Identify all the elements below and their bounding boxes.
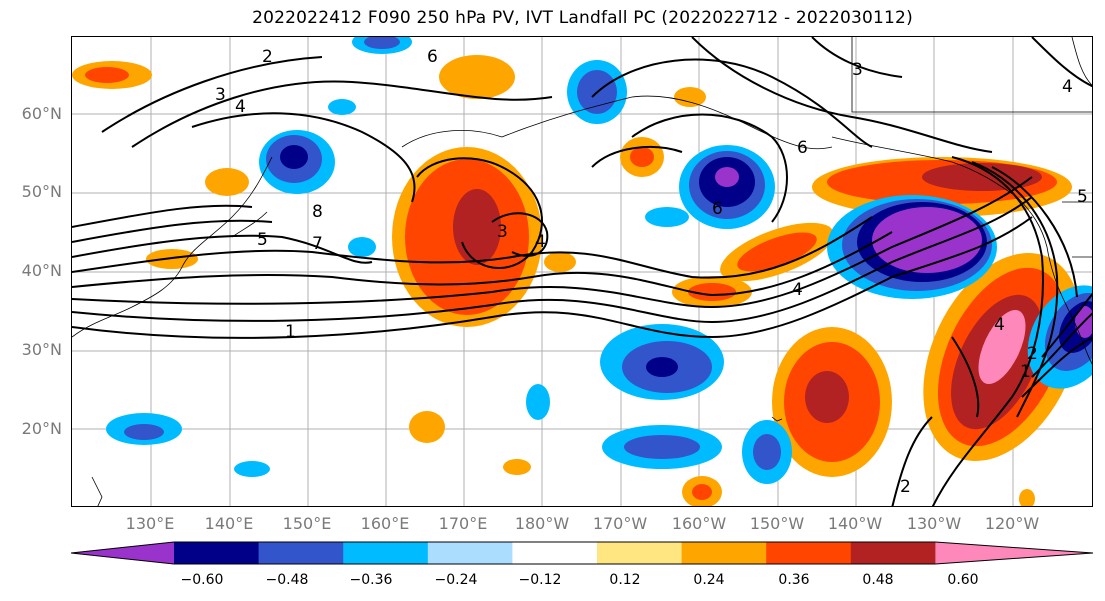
- colorbar-segment: [174, 542, 260, 564]
- contour-label: 5: [257, 230, 268, 250]
- negative-pv-anomalies: [106, 37, 1092, 484]
- lon-label-150w: 150°W: [749, 514, 805, 533]
- lat-label-60n: 60°N: [21, 104, 62, 123]
- colorbar-tick: 0.60: [947, 572, 979, 588]
- colorbar-segment: [935, 542, 1093, 564]
- colorbar: [70, 541, 1095, 569]
- lon-label-140e: 140°E: [204, 514, 254, 533]
- colorbar-tick: 0.48: [862, 572, 894, 588]
- lon-label-130e: 130°E: [125, 514, 175, 533]
- lat-label-20n: 20°N: [21, 419, 62, 438]
- contour-label: 2: [1027, 344, 1038, 364]
- colorbar-tick: −0.60: [180, 572, 224, 588]
- coastlines: [72, 37, 1092, 506]
- lon-label-170w: 170°W: [592, 514, 648, 533]
- ivt-contours: [72, 37, 1092, 506]
- colorbar-tick: 0.12: [609, 572, 641, 588]
- map-title: 2022022412 F090 250 hPa PV, IVT Landfall…: [252, 8, 913, 28]
- lon-label-130w: 130°W: [906, 514, 962, 533]
- contour-label: 4: [235, 97, 246, 117]
- contour-label: 5: [1077, 187, 1088, 207]
- colorbar-segment: [427, 542, 513, 564]
- map-panel: 2 3 4 6 3 6 8 7 5 3 4 6 4 1 2 1 2 4 5 4: [71, 36, 1093, 507]
- contour-label: 6: [797, 138, 808, 158]
- contour-label: 4: [535, 232, 546, 252]
- lat-label-50n: 50°N: [21, 182, 62, 201]
- contour-label: 2: [262, 47, 273, 67]
- lon-label-160w: 160°W: [671, 514, 727, 533]
- pv-ivt-map: 2 3 4 6 3 6 8 7 5 3 4 6 4 1 2 1 2 4 5 4: [72, 37, 1092, 506]
- contour-label: 4: [792, 280, 803, 300]
- lon-label-170e: 170°E: [438, 514, 488, 533]
- contour-label: 3: [497, 222, 508, 242]
- contour-label: 3: [215, 85, 226, 105]
- colorbar-segment: [258, 542, 344, 564]
- colorbar-segment: [343, 542, 429, 564]
- lat-label-30n: 30°N: [21, 340, 62, 359]
- contour-label: 3: [852, 60, 863, 80]
- colorbar-segment: [681, 542, 767, 564]
- contour-label: 7: [312, 234, 323, 254]
- colorbar-segment: [597, 542, 683, 564]
- colorbar-tick: −0.48: [265, 572, 309, 588]
- lon-label-160e: 160°E: [360, 514, 410, 533]
- lon-label-120w: 120°W: [984, 514, 1040, 533]
- contour-labels: 2 3 4 6 3 6 8 7 5 3 4 6 4 1 2 1 2 4 5 4: [215, 47, 1088, 497]
- contour-label: 1: [1020, 362, 1031, 382]
- contour-label: 4: [994, 315, 1005, 335]
- colorbar-segment: [766, 542, 852, 564]
- colorbar-segment: [850, 542, 936, 564]
- colorbar-tick: −0.36: [349, 572, 393, 588]
- contour-label: 4: [1062, 77, 1073, 97]
- colorbar-segment: [71, 542, 174, 564]
- lon-label-150e: 150°E: [282, 514, 332, 533]
- contour-label: 6: [427, 47, 438, 67]
- contour-label: 2: [900, 477, 911, 497]
- colorbar-tick: 0.24: [693, 572, 725, 588]
- colorbar-segment: [512, 542, 598, 564]
- colorbar-tick: 0.36: [778, 572, 810, 588]
- lon-label-140w: 140°W: [827, 514, 883, 533]
- colorbar-tick: −0.24: [434, 572, 478, 588]
- contour-label: 1: [285, 322, 296, 342]
- contour-label: 8: [312, 202, 323, 222]
- colorbar-outline: [70, 541, 1094, 565]
- colorbar-graphic: [70, 541, 1094, 565]
- colorbar-tick: −0.12: [518, 572, 562, 588]
- lat-label-40n: 40°N: [21, 261, 62, 280]
- contour-label: 6: [712, 199, 723, 219]
- lon-label-180w: 180°W: [514, 514, 570, 533]
